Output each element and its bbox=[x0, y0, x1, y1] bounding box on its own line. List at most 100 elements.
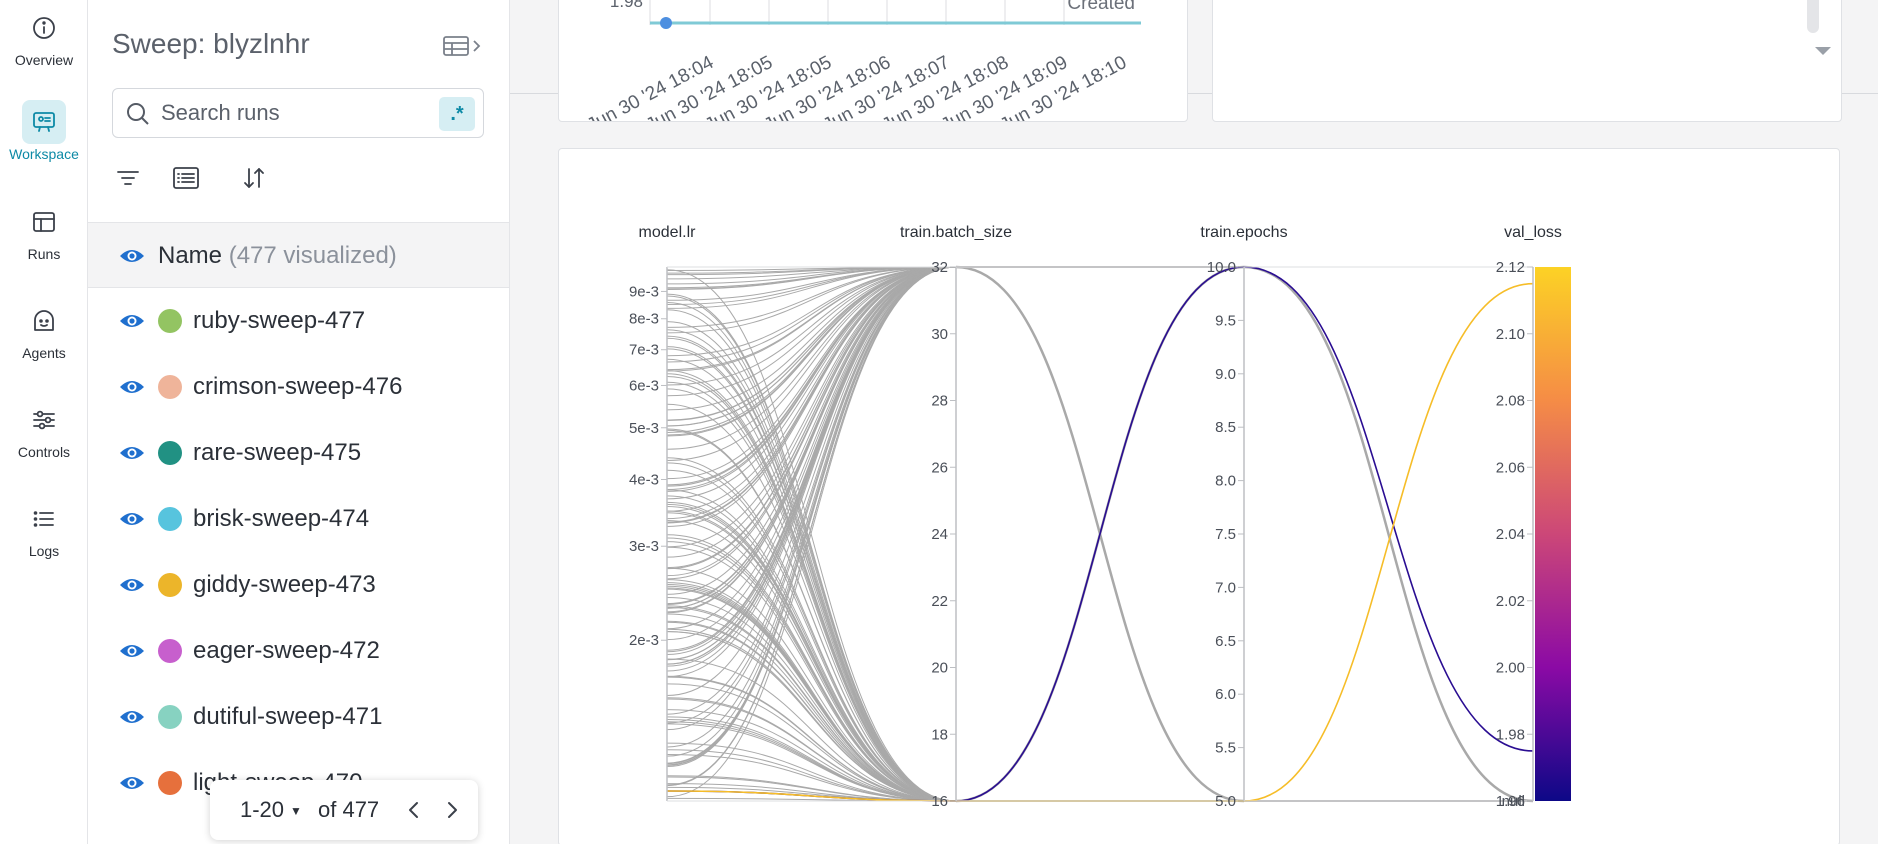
run-line bbox=[666, 266, 957, 672]
empty-panel[interactable] bbox=[1212, 0, 1842, 122]
workspace-icon bbox=[22, 100, 66, 144]
colorbar bbox=[1535, 267, 1571, 801]
axis-tick-label: 18 bbox=[931, 726, 948, 743]
eye-icon[interactable] bbox=[118, 509, 146, 529]
series-point bbox=[660, 17, 672, 29]
group-button[interactable] bbox=[170, 162, 202, 194]
table-row[interactable]: ruby-sweep-477 bbox=[88, 288, 509, 354]
filter-button[interactable] bbox=[112, 162, 144, 194]
eye-icon[interactable] bbox=[118, 246, 146, 266]
run-name[interactable]: ruby-sweep-477 bbox=[193, 307, 366, 334]
run-name[interactable]: eager-sweep-472 bbox=[193, 637, 380, 664]
run-line bbox=[666, 266, 957, 641]
page-size-select[interactable]: 1-20 ▼ bbox=[240, 797, 302, 823]
table-expand-icon bbox=[443, 36, 481, 56]
nav-item-logs[interactable]: Logs bbox=[0, 497, 88, 559]
table-row[interactable]: rare-sweep-475 bbox=[88, 420, 509, 486]
name-header-label: Name bbox=[158, 242, 223, 269]
eye-icon[interactable] bbox=[118, 311, 146, 331]
run-color-dot[interactable] bbox=[158, 507, 182, 531]
expand-table-button[interactable] bbox=[442, 32, 488, 60]
axis-tick-label: 22 bbox=[931, 593, 948, 610]
next-page-button[interactable] bbox=[438, 796, 466, 824]
axis-tick-label: 8e-3 bbox=[629, 311, 659, 328]
axis-tick-label: 2.02 bbox=[1496, 593, 1525, 610]
nav-item-runs[interactable]: Runs bbox=[0, 200, 88, 262]
sliders-icon bbox=[22, 398, 66, 442]
nav-item-overview[interactable]: Overview bbox=[0, 6, 88, 68]
run-color-dot[interactable] bbox=[158, 309, 182, 333]
table-row[interactable]: giddy-sweep-473 bbox=[88, 552, 509, 618]
run-line bbox=[666, 587, 957, 802]
nav-item-workspace[interactable]: Workspace bbox=[0, 100, 88, 162]
nav-item-controls[interactable]: Controls bbox=[0, 398, 88, 460]
run-line bbox=[666, 266, 957, 434]
run-line bbox=[666, 510, 957, 802]
run-line bbox=[666, 266, 957, 524]
table-row[interactable]: eager-sweep-472 bbox=[88, 618, 509, 684]
table-row[interactable]: brisk-sweep-474 bbox=[88, 486, 509, 552]
search-input[interactable] bbox=[161, 97, 421, 129]
nav-label: Agents bbox=[22, 345, 66, 361]
run-name[interactable]: giddy-sweep-473 bbox=[193, 571, 376, 598]
list-icon bbox=[22, 497, 66, 541]
eye-icon[interactable] bbox=[118, 443, 146, 463]
run-line bbox=[666, 266, 957, 411]
run-color-dot[interactable] bbox=[158, 441, 182, 465]
run-color-dot[interactable] bbox=[158, 771, 182, 795]
section-divider bbox=[510, 93, 1878, 94]
run-color-dot[interactable] bbox=[158, 573, 182, 597]
eye-icon[interactable] bbox=[118, 773, 146, 793]
axis-title: train.batch_size bbox=[900, 224, 1012, 241]
run-line bbox=[666, 698, 957, 802]
run-name[interactable]: dutiful-sweep-471 bbox=[193, 703, 383, 730]
axis-tick-label: 9e-3 bbox=[629, 283, 659, 300]
axis-tick-label: 2.08 bbox=[1496, 393, 1525, 410]
line-chart-panel[interactable]: 1.98 Created Jun 30 '24 18:04 Jun 30 '24… bbox=[558, 0, 1188, 122]
name-column-header[interactable]: Name (477 visualized) bbox=[158, 242, 397, 270]
nav-item-agents[interactable]: Agents bbox=[0, 299, 88, 361]
table-row[interactable]: crimson-sweep-476 bbox=[88, 354, 509, 420]
y-tick-label: 1.98 bbox=[610, 0, 643, 11]
x-tick-labels: Jun 30 '24 18:04 Jun 30 '24 18:05 Jun 30… bbox=[584, 52, 1130, 121]
eye-icon[interactable] bbox=[118, 707, 146, 727]
run-line bbox=[666, 676, 957, 802]
axis-tick-label: 1.98 bbox=[1496, 726, 1525, 743]
axis-tick-label: 2e-3 bbox=[629, 632, 659, 649]
run-line bbox=[666, 266, 957, 548]
eye-icon[interactable] bbox=[118, 575, 146, 595]
search-box: .* bbox=[112, 88, 484, 138]
nav-label: Workspace bbox=[9, 146, 79, 162]
regex-toggle-button[interactable]: .* bbox=[439, 97, 475, 131]
run-color-dot[interactable] bbox=[158, 705, 182, 729]
run-name[interactable]: crimson-sweep-476 bbox=[193, 373, 403, 400]
parallel-coordinates-panel[interactable]: model.lr train.batch_size train.epochs val_… bbox=[558, 148, 1840, 844]
run-line bbox=[666, 266, 957, 334]
prev-page-button[interactable] bbox=[400, 796, 428, 824]
axis-tick-label: 5e-3 bbox=[629, 420, 659, 437]
nav-label: Controls bbox=[17, 444, 71, 460]
caret-down-icon[interactable] bbox=[1815, 47, 1831, 55]
panel-scrollbar[interactable] bbox=[1807, 0, 1819, 33]
axis-tick-label: 2.06 bbox=[1496, 459, 1525, 476]
axis-tick-label: 28 bbox=[931, 393, 948, 410]
line-chart-svg: 1.98 Created Jun 30 '24 18:04 Jun 30 '24… bbox=[584, 0, 1141, 121]
run-name[interactable]: rare-sweep-475 bbox=[193, 439, 362, 466]
axis-tick-label: 7.5 bbox=[1215, 526, 1236, 543]
pagination: 1-20 ▼ of 477 bbox=[210, 780, 478, 840]
run-line bbox=[666, 266, 957, 397]
eye-icon[interactable] bbox=[118, 377, 146, 397]
axis-tick-label: 6.5 bbox=[1215, 633, 1236, 650]
sort-button[interactable] bbox=[238, 162, 270, 194]
run-line bbox=[666, 266, 957, 371]
run-line bbox=[666, 266, 957, 787]
eye-icon[interactable] bbox=[118, 641, 146, 661]
run-line bbox=[666, 266, 957, 436]
table-row[interactable]: dutiful-sweep-471 bbox=[88, 684, 509, 750]
run-name[interactable]: brisk-sweep-474 bbox=[193, 505, 370, 532]
run-color-dot[interactable] bbox=[158, 639, 182, 663]
run-color-dot[interactable] bbox=[158, 375, 182, 399]
page-range: 1-20 bbox=[240, 797, 285, 822]
caret-down-icon: ▼ bbox=[290, 804, 302, 819]
filter-icon bbox=[117, 171, 139, 185]
